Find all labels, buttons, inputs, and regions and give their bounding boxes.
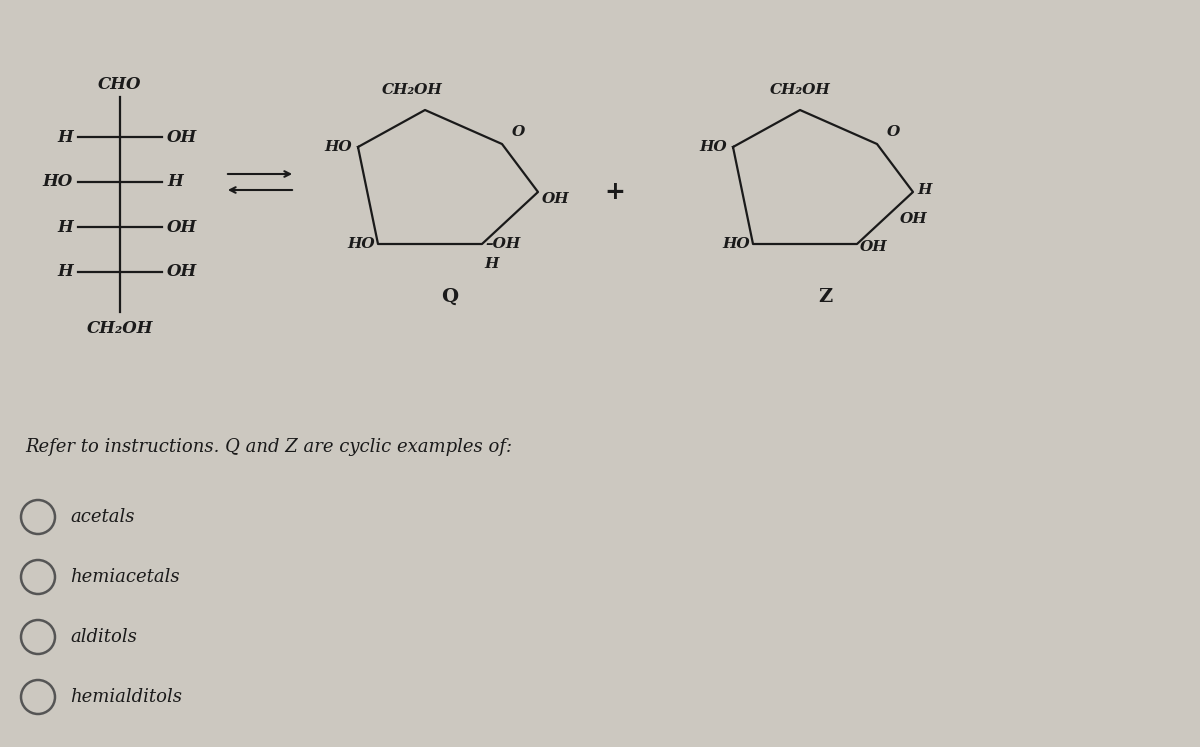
Text: H: H xyxy=(167,173,182,190)
Text: HO: HO xyxy=(43,173,73,190)
Text: H: H xyxy=(58,128,73,146)
Text: Q: Q xyxy=(442,288,458,306)
Text: OH: OH xyxy=(167,264,197,281)
Text: OH: OH xyxy=(167,128,197,146)
Text: HO: HO xyxy=(324,140,352,154)
Text: H: H xyxy=(58,219,73,235)
Text: CH₂OH: CH₂OH xyxy=(86,320,154,337)
Text: HO: HO xyxy=(347,237,374,251)
Text: HO: HO xyxy=(700,140,727,154)
Text: H: H xyxy=(917,183,931,197)
Text: OH: OH xyxy=(900,212,928,226)
Text: Refer to instructions. Q and Z are cyclic examples of:: Refer to instructions. Q and Z are cycli… xyxy=(25,438,512,456)
Text: hemiacetals: hemiacetals xyxy=(70,568,180,586)
Text: acetals: acetals xyxy=(70,508,134,526)
Text: H: H xyxy=(58,264,73,281)
Text: HO: HO xyxy=(722,237,750,251)
Text: –OH: –OH xyxy=(485,237,521,251)
Text: CHO: CHO xyxy=(98,76,142,93)
Text: O: O xyxy=(512,125,526,139)
Text: OH: OH xyxy=(542,192,570,206)
Text: O: O xyxy=(887,125,900,139)
Text: CH₂OH: CH₂OH xyxy=(382,83,443,97)
Text: hemialditols: hemialditols xyxy=(70,688,182,706)
Text: Z: Z xyxy=(818,288,832,306)
Text: OH: OH xyxy=(860,240,888,254)
Text: alditols: alditols xyxy=(70,628,137,646)
Text: H: H xyxy=(485,257,499,271)
Text: CH₂OH: CH₂OH xyxy=(769,83,830,97)
Text: +: + xyxy=(605,180,625,204)
Text: OH: OH xyxy=(167,219,197,235)
